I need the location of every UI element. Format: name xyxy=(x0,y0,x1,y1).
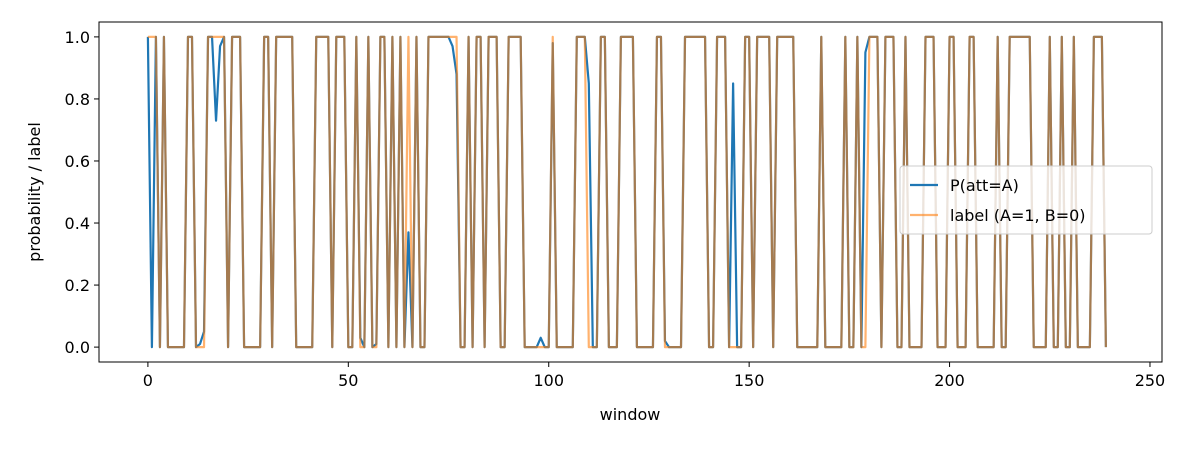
x-tick-label: 50 xyxy=(338,371,358,390)
legend: P(att=A) label (A=1, B=0) xyxy=(899,165,1153,235)
x-tick-label: 250 xyxy=(1135,371,1166,390)
x-tick-label: 200 xyxy=(934,371,965,390)
y-tick-label: 1.0 xyxy=(65,28,90,47)
x-tick-label: 100 xyxy=(533,371,564,390)
x-tick-label: 0 xyxy=(143,371,153,390)
legend-label: label (A=1, B=0) xyxy=(950,206,1086,225)
y-axis-label: probability / label xyxy=(25,122,44,262)
x-tick-label: 150 xyxy=(734,371,765,390)
legend-label: P(att=A) xyxy=(950,176,1019,195)
y-tick-label: 0.8 xyxy=(65,90,90,109)
legend-box xyxy=(899,165,1153,235)
line-series xyxy=(147,35,1107,349)
y-tick-label: 0.2 xyxy=(65,276,90,295)
y-tick-label: 0.0 xyxy=(65,338,90,357)
y-tick-label: 0.6 xyxy=(65,152,90,171)
y-tick-label: 0.4 xyxy=(65,214,90,233)
x-axis-label: window xyxy=(600,405,661,424)
plot-frame xyxy=(98,21,1163,363)
